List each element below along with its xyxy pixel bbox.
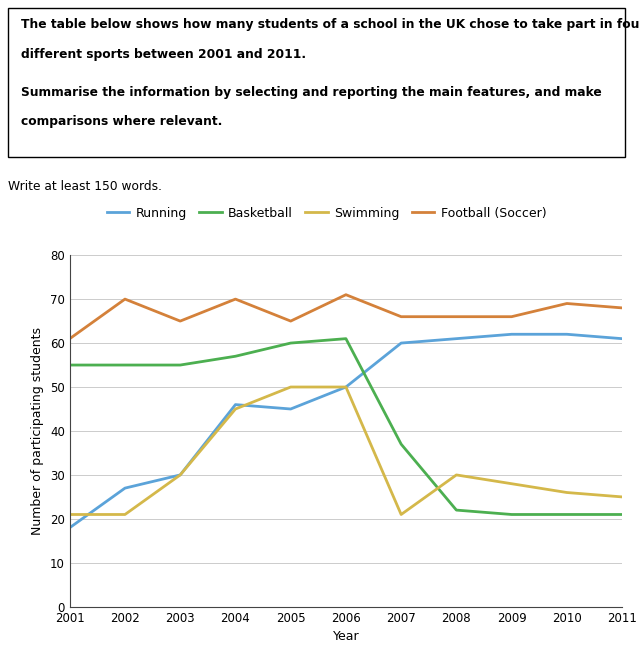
Text: comparisons where relevant.: comparisons where relevant.	[20, 116, 222, 128]
Text: Summarise the information by selecting and reporting the main features, and make: Summarise the information by selecting a…	[20, 86, 602, 98]
Y-axis label: Number of participating students: Number of participating students	[31, 327, 44, 535]
Text: The table below shows how many students of a school in the UK chose to take part: The table below shows how many students …	[20, 19, 640, 31]
Text: different sports between 2001 and 2011.: different sports between 2001 and 2011.	[20, 48, 306, 61]
X-axis label: Year: Year	[333, 630, 359, 643]
Legend: Running, Basketball, Swimming, Football (Soccer): Running, Basketball, Swimming, Football …	[102, 202, 551, 225]
FancyBboxPatch shape	[8, 8, 625, 157]
Text: Write at least 150 words.: Write at least 150 words.	[8, 180, 163, 193]
